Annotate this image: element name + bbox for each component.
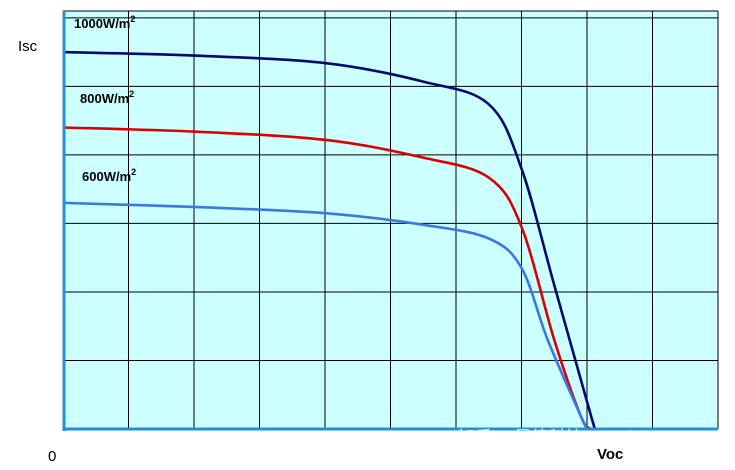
series-label-800-main: 800W/m (80, 91, 129, 106)
series-label-1000: 1000W/m2 (74, 14, 135, 31)
x-tick-label-voc: Voc (597, 446, 623, 463)
series-lines (62, 50, 597, 430)
series-label-1000-sup: 2 (130, 14, 135, 24)
series-line-600 (62, 201, 589, 430)
y-tick-label-isc: Isc (18, 38, 38, 55)
series-label-600-sup: 2 (131, 167, 136, 177)
series-label-600: 600W/m2 (82, 167, 136, 184)
grid (62, 10, 719, 430)
watermark: 知乎 @是德科技 Keysigh... (458, 428, 670, 448)
series-line-800 (62, 126, 592, 430)
series-label-800: 800W/m2 (80, 89, 134, 106)
series-line-1000 (62, 50, 597, 430)
x-tick-label-origin: 0 (48, 448, 56, 465)
series-label-600-main: 600W/m (82, 169, 131, 184)
series-label-800-sup: 2 (129, 89, 134, 99)
series-label-1000-main: 1000W/m (74, 16, 130, 31)
